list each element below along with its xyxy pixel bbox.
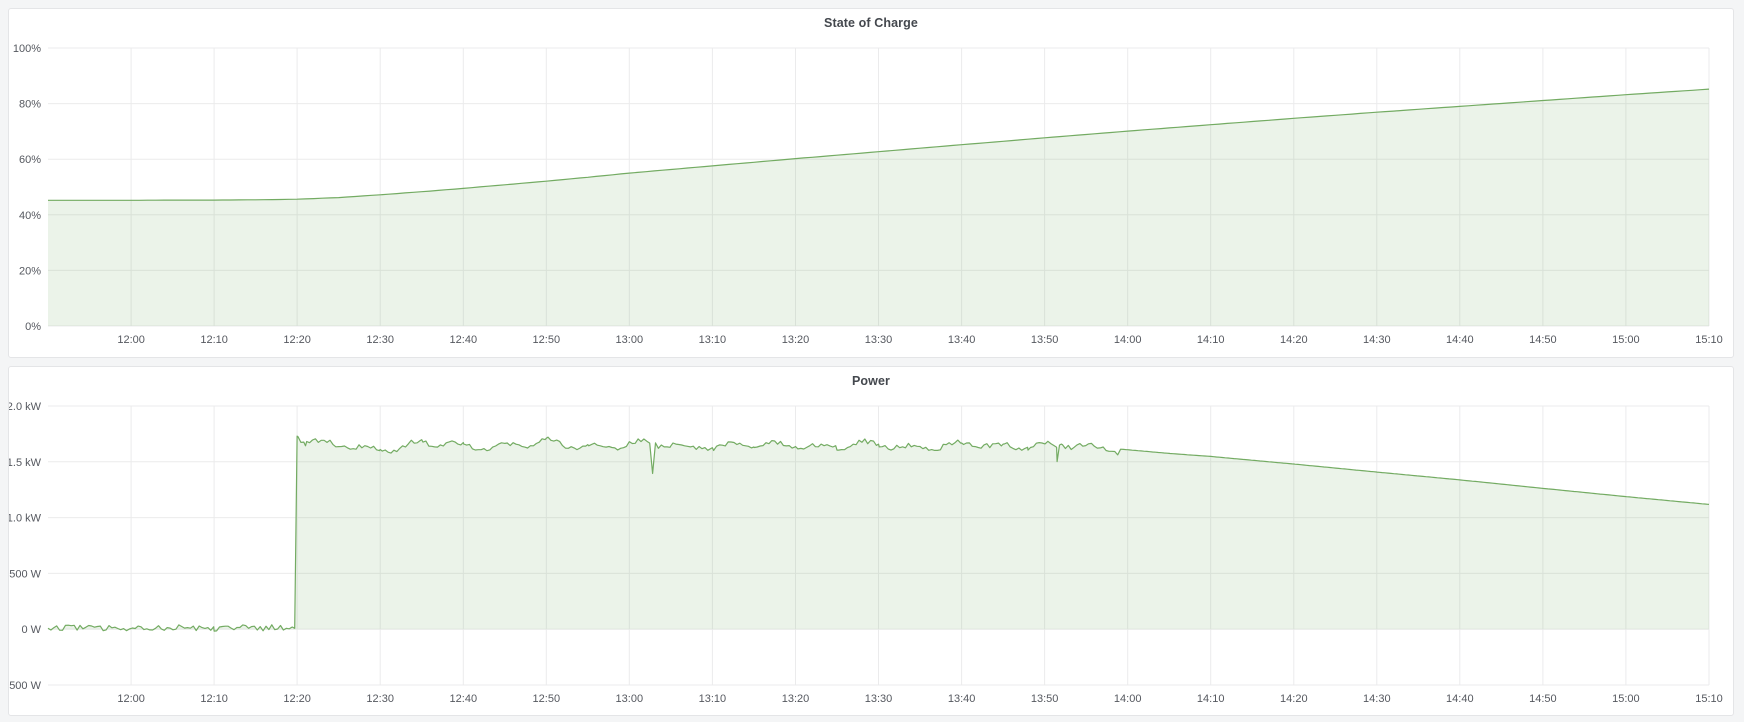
svg-text:13:30: 13:30 [865,334,893,346]
svg-text:14:10: 14:10 [1197,693,1225,705]
svg-text:14:40: 14:40 [1446,693,1474,705]
svg-text:12:10: 12:10 [200,334,228,346]
svg-text:12:20: 12:20 [283,334,311,346]
svg-text:0%: 0% [25,321,41,333]
svg-text:13:50: 13:50 [1031,693,1059,705]
svg-text:12:10: 12:10 [200,693,228,705]
svg-text:13:40: 13:40 [948,334,976,346]
svg-text:12:00: 12:00 [117,693,145,705]
svg-text:1.0 kW: 1.0 kW [9,513,42,525]
panel-state-of-charge: State of Charge 0% 20% 40% 60% 80% 100% 12:00 1… [8,8,1734,358]
svg-text:12:30: 12:30 [366,334,394,346]
svg-text:14:10: 14:10 [1197,334,1225,346]
svg-text:14:30: 14:30 [1363,334,1391,346]
svg-text:13:20: 13:20 [782,693,810,705]
svg-text:15:10: 15:10 [1695,334,1723,346]
panel-power: Power -500 W 0 W 500 W 1.0 kW 1.5 kW 2.0 kW 12… [8,366,1734,716]
svg-text:-500 W: -500 W [9,680,42,692]
svg-text:20%: 20% [19,265,41,277]
svg-text:1.5 kW: 1.5 kW [9,457,42,469]
svg-text:12:30: 12:30 [366,693,394,705]
svg-text:12:50: 12:50 [533,693,561,705]
svg-text:14:50: 14:50 [1529,334,1557,346]
svg-text:14:00: 14:00 [1114,334,1142,346]
svg-text:13:30: 13:30 [865,693,893,705]
svg-text:13:00: 13:00 [616,334,644,346]
svg-text:12:50: 12:50 [533,334,561,346]
svg-text:14:20: 14:20 [1280,334,1308,346]
svg-text:13:40: 13:40 [948,693,976,705]
power-chart[interactable]: -500 W 0 W 500 W 1.0 kW 1.5 kW 2.0 kW 12:00 12:… [9,367,1733,715]
panel-title-state-of-charge[interactable]: State of Charge [824,16,918,30]
svg-text:13:50: 13:50 [1031,334,1059,346]
svg-text:14:40: 14:40 [1446,334,1474,346]
svg-text:13:00: 13:00 [616,693,644,705]
svg-text:100%: 100% [13,43,41,55]
svg-text:2.0 kW: 2.0 kW [9,401,42,413]
svg-text:13:10: 13:10 [699,334,727,346]
svg-text:15:00: 15:00 [1612,693,1640,705]
svg-text:12:20: 12:20 [283,693,311,705]
svg-text:12:40: 12:40 [450,334,478,346]
svg-text:15:00: 15:00 [1612,334,1640,346]
svg-text:60%: 60% [19,154,41,166]
svg-text:40%: 40% [19,210,41,222]
state-of-charge-chart[interactable]: 0% 20% 40% 60% 80% 100% 12:00 12:10 12:20 12:30 12… [9,9,1733,357]
svg-text:14:50: 14:50 [1529,693,1557,705]
svg-text:14:20: 14:20 [1280,693,1308,705]
svg-text:0 W: 0 W [21,624,41,636]
svg-text:500 W: 500 W [9,568,41,580]
svg-text:14:00: 14:00 [1114,693,1142,705]
svg-text:14:30: 14:30 [1363,693,1391,705]
svg-text:13:10: 13:10 [699,693,727,705]
svg-text:12:00: 12:00 [117,334,145,346]
svg-text:12:40: 12:40 [450,693,478,705]
panel-title-power[interactable]: Power [851,374,890,388]
svg-text:80%: 80% [19,99,41,111]
svg-text:15:10: 15:10 [1695,693,1723,705]
svg-text:13:20: 13:20 [782,334,810,346]
